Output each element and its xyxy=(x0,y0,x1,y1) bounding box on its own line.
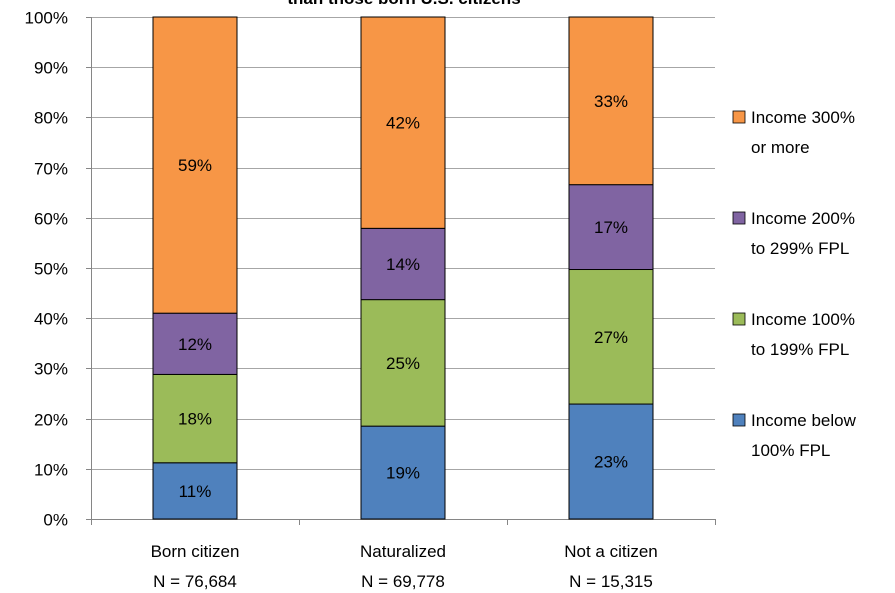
legend-label: Income 300% xyxy=(751,108,855,127)
legend-swatch xyxy=(732,312,746,326)
category-label: Born citizen xyxy=(151,542,240,561)
bar-segment xyxy=(360,227,446,301)
data-label: 17% xyxy=(594,218,628,237)
data-label: 23% xyxy=(594,453,628,472)
y-tick-label: 20% xyxy=(34,411,68,430)
bar-segment xyxy=(360,16,446,229)
data-label: 25% xyxy=(386,354,420,373)
legend-label: Income 100% xyxy=(751,310,855,329)
legend-swatch xyxy=(732,110,746,124)
x-axis: Born citizen N = 76,684 Naturalized N = 69,… xyxy=(91,519,716,591)
y-tick-label: 0% xyxy=(43,511,68,530)
data-label: 18% xyxy=(178,410,212,429)
data-label: 27% xyxy=(594,328,628,347)
data-label: 42% xyxy=(386,114,420,133)
bar-segment xyxy=(568,184,654,271)
legend-label: or more xyxy=(751,138,810,157)
y-tick-label: 90% xyxy=(34,59,68,78)
legend-label: Income below xyxy=(751,411,857,430)
data-label: 14% xyxy=(386,255,420,274)
y-tick-label: 80% xyxy=(34,109,68,128)
bar-segment xyxy=(152,373,238,464)
y-tick-label: 100% xyxy=(25,9,68,28)
category-label: N = 76,684 xyxy=(153,572,237,591)
y-tick-label: 70% xyxy=(34,160,68,179)
y-tick-label: 30% xyxy=(34,360,68,379)
bar-segment xyxy=(568,269,654,405)
bar-segment xyxy=(360,299,446,427)
bar-segment xyxy=(152,16,238,314)
bar-segment xyxy=(360,425,446,520)
data-label: 19% xyxy=(386,464,420,483)
bar-segment xyxy=(152,462,238,520)
data-label: 11% xyxy=(179,482,212,501)
bar-segment xyxy=(152,312,238,375)
legend-label: 100% FPL xyxy=(751,441,830,460)
category-label: N = 15,315 xyxy=(569,572,653,591)
bars: 11% 18% 12% 59% 19% 25% 14% 42% 23% 27% 17% 33% xyxy=(152,16,654,520)
y-tick-label: 50% xyxy=(34,260,68,279)
bar-segment xyxy=(568,16,654,186)
category-label: Naturalized xyxy=(360,542,446,561)
chart-title-fragment: than those born U.S. citizens xyxy=(287,0,520,8)
legend-swatch xyxy=(732,413,746,427)
category-label: N = 69,778 xyxy=(361,572,445,591)
legend-label: to 199% FPL xyxy=(751,340,849,359)
legend-swatch xyxy=(732,211,746,225)
data-label: 59% xyxy=(178,156,212,175)
data-label: 12% xyxy=(178,335,212,354)
y-tick-label: 40% xyxy=(34,310,68,329)
y-axis: 0% 10% 20% 30% 40% 50% 60% 70% 80% 90% 100% xyxy=(25,9,92,530)
legend-label: to 299% FPL xyxy=(751,239,849,258)
y-tick-label: 60% xyxy=(34,210,68,229)
bar-segment xyxy=(568,403,654,520)
legend: Income 300% or more Income 200% to 299% FPL… xyxy=(732,108,857,460)
category-label: Not a citizen xyxy=(564,542,658,561)
y-tick-label: 10% xyxy=(34,461,68,480)
data-label: 33% xyxy=(594,92,628,111)
legend-label: Income 200% xyxy=(751,209,855,228)
